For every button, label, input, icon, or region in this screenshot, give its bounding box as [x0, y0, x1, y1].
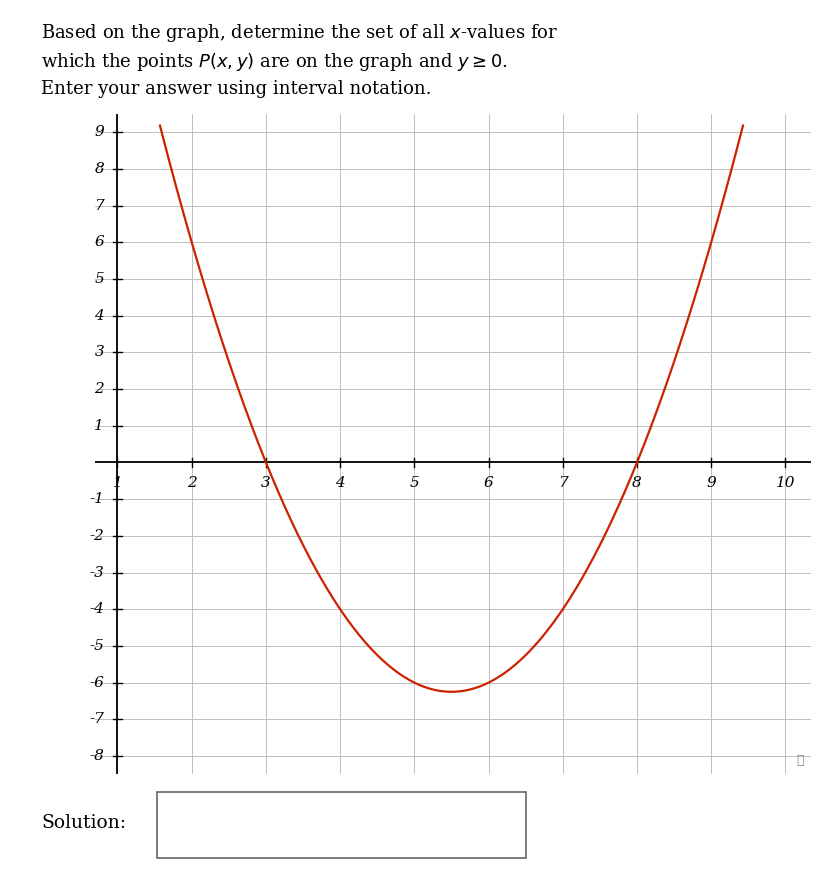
Text: -1: -1 — [89, 492, 104, 506]
Text: 9: 9 — [705, 476, 715, 490]
Text: Based on the graph, determine the set of all $x$-values for: Based on the graph, determine the set of… — [41, 22, 558, 44]
Text: which the points $P(x, y)$ are on the graph and $y \geq 0$.: which the points $P(x, y)$ are on the gr… — [41, 51, 508, 73]
Text: 2: 2 — [94, 382, 104, 396]
Text: -5: -5 — [89, 639, 104, 653]
Text: -4: -4 — [89, 602, 104, 616]
Text: 6: 6 — [483, 476, 493, 490]
Text: -2: -2 — [89, 528, 104, 542]
Text: Enter your answer using interval notation.: Enter your answer using interval notatio… — [41, 80, 432, 98]
Text: -3: -3 — [89, 565, 104, 579]
Text: 5: 5 — [409, 476, 418, 490]
Text: 3: 3 — [261, 476, 270, 490]
Text: 10: 10 — [775, 476, 794, 490]
Text: 7: 7 — [94, 199, 104, 213]
Text: 8: 8 — [94, 162, 104, 176]
Text: 4: 4 — [94, 309, 104, 323]
Text: -7: -7 — [89, 712, 104, 726]
Text: -6: -6 — [89, 676, 104, 690]
Text: Solution:: Solution: — [41, 814, 127, 831]
Text: 🔍: 🔍 — [796, 754, 803, 767]
Text: 2: 2 — [187, 476, 196, 490]
Text: 9: 9 — [94, 125, 104, 139]
Text: 7: 7 — [557, 476, 567, 490]
Text: 3: 3 — [94, 346, 104, 360]
Text: 1: 1 — [94, 419, 104, 433]
Text: 1: 1 — [112, 476, 122, 490]
Text: 4: 4 — [335, 476, 345, 490]
Text: 5: 5 — [94, 272, 104, 286]
Text: 6: 6 — [94, 235, 104, 249]
Text: -8: -8 — [89, 749, 104, 763]
Text: 8: 8 — [631, 476, 641, 490]
